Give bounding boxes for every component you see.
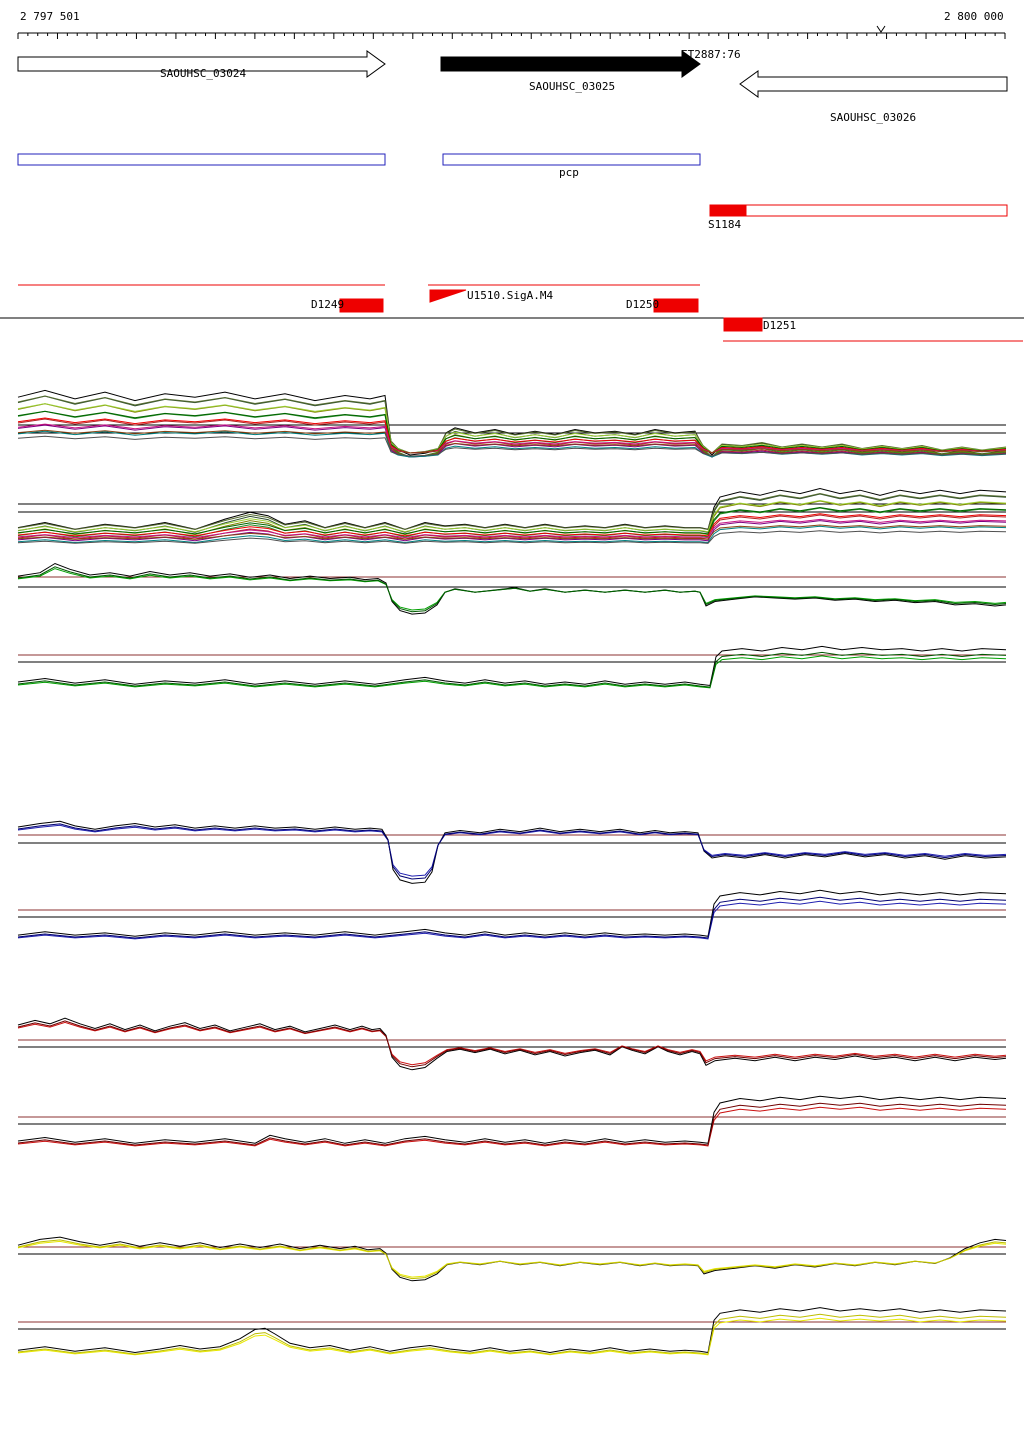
- signal-line-yellow-a-2: [17, 1239, 1007, 1280]
- signal-line-overlay-b-8: [17, 513, 1007, 537]
- signal-line-blue-b-0: [17, 889, 1007, 937]
- ruler-start-label: 2 797 501: [20, 10, 80, 23]
- signal-line-overlay-a-10: [17, 423, 1007, 454]
- signal-line-red-b-1: [17, 1106, 1007, 1147]
- gene-label-saouhsc-03025: SAOUHSC_03025: [529, 80, 616, 93]
- signal-line-green-b-0: [17, 645, 1007, 687]
- signal-line-red-a-2: [17, 1020, 1007, 1068]
- signal-line-overlay-b-10: [17, 518, 1007, 539]
- signal-line-overlay-a-9: [17, 424, 1007, 458]
- signal-line-red-a-1: [17, 1021, 1007, 1066]
- feature-box-d1251[interactable]: [723, 317, 763, 332]
- signal-line-overlay-b-7: [17, 514, 1007, 540]
- d1249-label: D1249: [311, 298, 345, 311]
- signal-line-red-b-2: [17, 1102, 1007, 1146]
- feature-box-d1250[interactable]: [653, 298, 699, 313]
- siga-site-wedge[interactable]: [429, 289, 467, 303]
- signal-line-overlay-b-9: [17, 520, 1007, 542]
- signal-line-overlay-b-12: [17, 524, 1007, 540]
- s1184-label: S1184: [708, 218, 742, 231]
- transcript-box-1[interactable]: [442, 153, 701, 166]
- s1184-extent-box[interactable]: [745, 204, 1008, 217]
- pcp-label: pcp: [559, 166, 579, 179]
- signal-line-overlay-b-5: [17, 507, 1007, 538]
- gene-label-saouhsc-03026: SAOUHSC_03026: [830, 111, 917, 124]
- signal-line-overlay-a-8: [17, 417, 1007, 454]
- signal-line-overlay-a-2: [17, 395, 1007, 454]
- signal-line-overlay-a-7: [17, 418, 1007, 458]
- signal-line-red-a-0: [17, 1017, 1007, 1071]
- signal-line-blue-b-2: [17, 896, 1007, 939]
- signal-line-yellow-b-0: [17, 1307, 1007, 1354]
- gene-arrow-saouhsc_03025[interactable]: [440, 50, 701, 78]
- signal-line-red-b-0: [17, 1095, 1007, 1144]
- signal-line-blue-a-0: [17, 820, 1007, 884]
- ruler-end-label: 2 800 000: [944, 10, 1004, 23]
- signal-line-overlay-b-4: [17, 499, 1007, 533]
- signal-line-overlay-a-13: [17, 435, 1007, 457]
- signal-line-yellow-a-0: [17, 1236, 1007, 1282]
- signal-line-overlay-a-4: [17, 403, 1007, 454]
- gene-arrow-saouhsc_03024[interactable]: [17, 50, 386, 78]
- position-note-label: ET2887:76: [681, 48, 741, 61]
- feature-box-d1249[interactable]: [339, 298, 384, 313]
- signal-line-green-b-2: [17, 651, 1007, 688]
- signal-line-green-a-2: [17, 566, 1007, 613]
- signal-line-yellow-b-1: [17, 1317, 1007, 1356]
- signal-line-green-b-1: [17, 655, 1007, 689]
- gene-arrow-saouhsc_03026[interactable]: [739, 70, 1008, 98]
- signal-line-overlay-b-2: [17, 492, 1007, 531]
- d1250-label: D1250: [626, 298, 660, 311]
- signal-line-yellow-b-2: [17, 1313, 1007, 1355]
- signal-line-overlay-b-13: [17, 530, 1007, 544]
- transcript-box-0[interactable]: [17, 153, 386, 166]
- signal-line-blue-a-1: [17, 824, 1007, 877]
- s1184-box[interactable]: [709, 204, 747, 217]
- signal-line-overlay-a-12: [17, 429, 1007, 454]
- signal-line-overlay-b-11: [17, 525, 1007, 544]
- signal-line-overlay-a-6: [17, 410, 1007, 454]
- gene-label-saouhsc-03024: SAOUHSC_03024: [160, 67, 247, 80]
- u1510-siga-m4-label: U1510.SigA.M4: [467, 289, 554, 302]
- ruler-position-marker: [876, 25, 886, 33]
- d1251-label: D1251: [763, 319, 797, 332]
- signal-line-blue-b-1: [17, 900, 1007, 940]
- signal-line-overlay-b-6: [17, 506, 1007, 535]
- signal-line-blue-a-2: [17, 823, 1007, 880]
